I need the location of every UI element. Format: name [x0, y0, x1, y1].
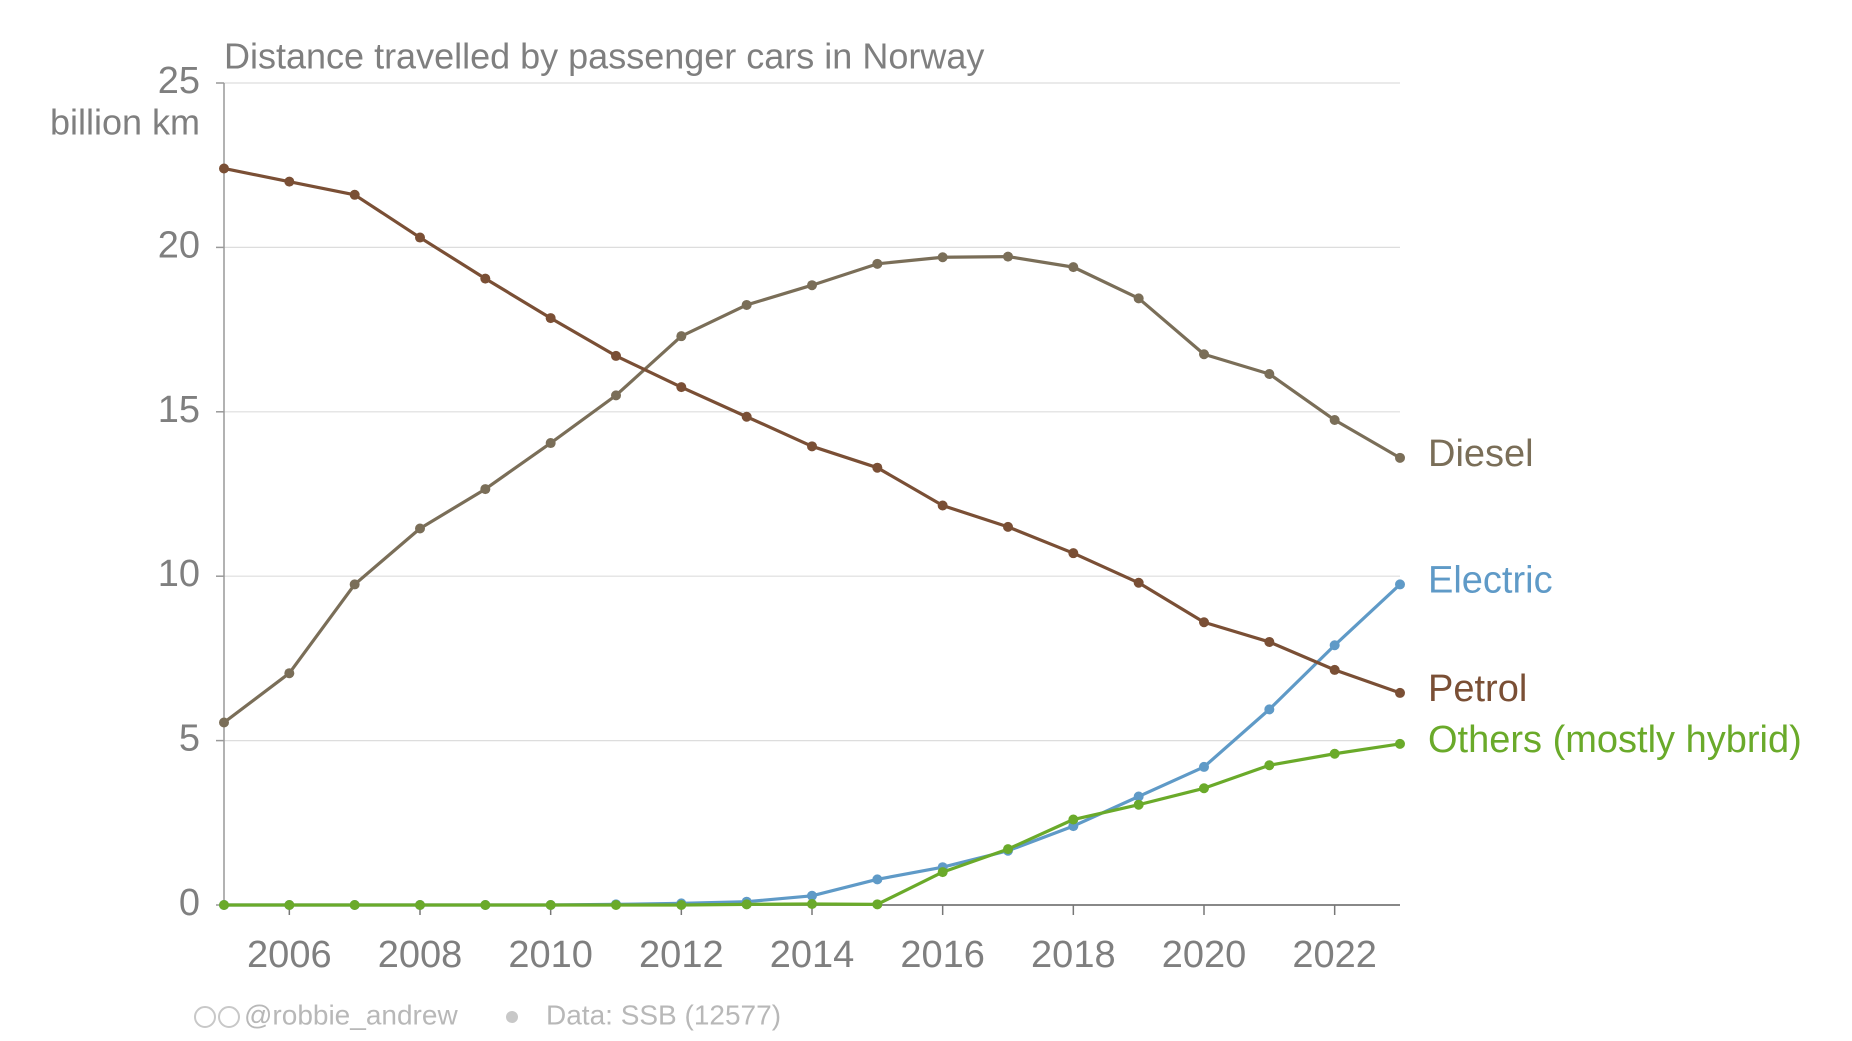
- data-point: [1068, 548, 1079, 559]
- series-label: Others (mostly hybrid): [1428, 719, 1802, 761]
- data-point: [1199, 349, 1209, 360]
- x-tick-label: 2022: [1292, 934, 1377, 976]
- data-point: [611, 390, 621, 401]
- data-point: [1395, 452, 1405, 463]
- data-point: [1264, 704, 1275, 715]
- cc-icons: [194, 1006, 240, 1028]
- data-point: [1264, 368, 1275, 379]
- data-point: [480, 273, 491, 284]
- source: Data: SSB (12577): [546, 999, 781, 1030]
- x-tick-label: 2008: [378, 934, 463, 976]
- x-tick-label: 2006: [247, 934, 332, 976]
- data-point: [1003, 251, 1013, 262]
- data-point: [480, 484, 491, 495]
- data-point: [284, 176, 295, 187]
- data-point: [676, 900, 687, 910]
- data-point: [741, 899, 752, 910]
- y-tick-label: 20: [158, 224, 200, 266]
- x-tick-label: 2016: [900, 934, 985, 976]
- data-point: [1329, 748, 1340, 759]
- data-point: [807, 890, 817, 901]
- y-tick-label: 25: [158, 60, 200, 102]
- data-point: [611, 900, 621, 910]
- data-point: [807, 280, 817, 291]
- data-point: [937, 252, 948, 263]
- data-point: [1199, 783, 1209, 794]
- data-point: [1133, 791, 1144, 802]
- data-point: [1133, 799, 1144, 810]
- data-point: [415, 232, 425, 243]
- data-point: [284, 668, 295, 679]
- data-point: [872, 899, 883, 910]
- data-point: [937, 867, 948, 878]
- data-point: [872, 874, 883, 885]
- credit: @robbie_andrew: [244, 999, 458, 1030]
- series-line: [224, 742, 1401, 907]
- data-point: [1395, 738, 1405, 749]
- data-point: [676, 382, 687, 393]
- x-tick-label: 2010: [508, 934, 593, 976]
- data-point: [741, 411, 752, 422]
- data-point: [1329, 664, 1340, 675]
- data-point: [741, 299, 752, 310]
- data-point: [1003, 521, 1013, 532]
- data-point: [545, 313, 556, 324]
- data-point: [1133, 293, 1144, 304]
- data-point: [807, 441, 817, 452]
- data-point: [545, 438, 556, 449]
- x-tick-label: 2018: [1031, 934, 1116, 976]
- data-point: [1003, 844, 1013, 855]
- x-tick-label: 2020: [1162, 934, 1247, 976]
- y-tick-label: 10: [158, 553, 200, 595]
- y-tick-label: 5: [179, 718, 200, 760]
- data-point: [284, 900, 295, 910]
- series-line: [223, 255, 1401, 724]
- x-tick-label: 2014: [770, 934, 855, 976]
- data-point: [1199, 761, 1209, 772]
- chart-title: Distance travelled by passenger cars in …: [224, 36, 984, 77]
- data-point: [480, 900, 491, 910]
- data-point: [349, 579, 360, 590]
- series-label: Diesel: [1428, 433, 1534, 475]
- data-point: [937, 500, 948, 511]
- data-point: [1133, 577, 1144, 588]
- data-point: [349, 189, 360, 200]
- data-point: [807, 899, 817, 910]
- y-tick-label: 15: [158, 389, 200, 431]
- data-point: [872, 462, 883, 473]
- data-point: [349, 900, 360, 910]
- data-point: [1395, 579, 1405, 590]
- data-point: [1329, 415, 1340, 426]
- series-label: Electric: [1428, 559, 1553, 601]
- data-point: [1264, 636, 1275, 647]
- data-point: [219, 163, 229, 174]
- series-line: [224, 583, 1402, 907]
- y-axis-label: billion km: [50, 102, 200, 143]
- data-point: [611, 350, 621, 361]
- data-point: [219, 717, 229, 728]
- series-label: Petrol: [1428, 668, 1527, 710]
- separator-dot: [506, 1011, 518, 1023]
- data-point: [415, 523, 425, 534]
- data-point: [219, 900, 229, 910]
- data-point: [545, 900, 556, 910]
- data-point: [1199, 617, 1209, 628]
- data-point: [1329, 640, 1340, 651]
- data-point: [1264, 760, 1275, 771]
- x-tick-label: 2012: [639, 934, 724, 976]
- data-point: [872, 258, 883, 269]
- data-point: [415, 900, 425, 910]
- data-point: [1395, 687, 1405, 698]
- y-tick-label: 0: [179, 882, 200, 924]
- data-point: [1068, 262, 1079, 273]
- data-point: [676, 331, 687, 342]
- data-point: [1068, 814, 1079, 825]
